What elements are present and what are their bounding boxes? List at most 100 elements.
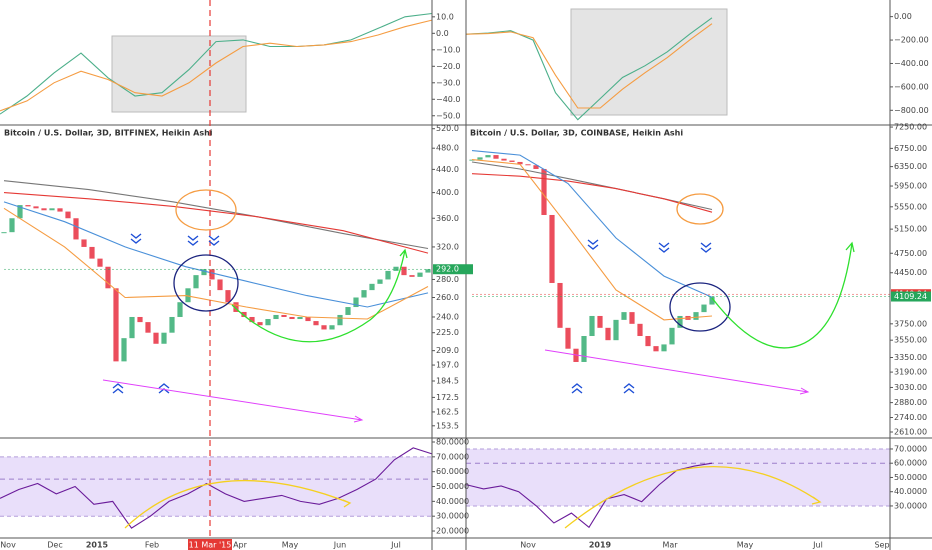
y-tick-label: 3550.00 bbox=[894, 336, 927, 345]
candle bbox=[361, 290, 367, 298]
candle bbox=[161, 332, 167, 344]
date-label: Nov bbox=[520, 541, 536, 550]
candle bbox=[709, 296, 715, 305]
indicator-line bbox=[471, 173, 713, 213]
candle bbox=[677, 315, 683, 328]
candle bbox=[661, 344, 667, 352]
candle bbox=[273, 314, 279, 320]
candle bbox=[637, 323, 643, 337]
y-tick-label: −600.00 bbox=[894, 82, 929, 91]
candle bbox=[321, 325, 327, 330]
rsi-band bbox=[466, 448, 890, 506]
y-tick-label: 172.5 bbox=[436, 393, 459, 402]
candle bbox=[493, 155, 499, 159]
y-tick-label: −10.0 bbox=[436, 45, 461, 54]
highlight-box bbox=[570, 8, 728, 116]
candle bbox=[669, 327, 675, 345]
indicator-line bbox=[3, 201, 429, 308]
projection-arrow bbox=[231, 248, 408, 343]
indicator-line bbox=[465, 23, 713, 109]
candle bbox=[137, 316, 143, 323]
candle bbox=[581, 336, 587, 362]
date-label: 2019 bbox=[589, 541, 612, 550]
candle bbox=[217, 279, 223, 291]
date-label: Jul bbox=[812, 541, 823, 550]
y-tick-label: 3350.00 bbox=[894, 353, 927, 362]
candle bbox=[33, 206, 39, 209]
y-tick-label: 50.0000 bbox=[436, 482, 469, 491]
candle bbox=[265, 319, 271, 326]
date-label: Sep bbox=[874, 541, 889, 550]
candle bbox=[1, 232, 7, 234]
y-tick-label: −50.0 bbox=[436, 111, 461, 120]
candle bbox=[525, 164, 531, 166]
y-tick-label: 4750.00 bbox=[894, 249, 927, 258]
candle bbox=[653, 346, 659, 352]
trend-arrow bbox=[102, 379, 364, 423]
candle bbox=[329, 325, 335, 330]
candle bbox=[17, 205, 23, 219]
candle bbox=[477, 157, 483, 160]
y-tick-label: 80.0000 bbox=[436, 438, 469, 447]
y-tick-label: 30.0000 bbox=[436, 512, 469, 521]
candle bbox=[533, 165, 539, 169]
y-tick-label: −400.00 bbox=[894, 59, 929, 68]
candle bbox=[145, 322, 151, 333]
y-tick-label: 0.0 bbox=[436, 29, 449, 38]
chevrons bbox=[112, 233, 712, 394]
candle bbox=[693, 312, 699, 320]
rsi-band bbox=[0, 456, 432, 517]
y-tick-label: 3750.00 bbox=[894, 319, 927, 328]
y-tick-label: 7250.00 bbox=[894, 123, 927, 132]
y-tick-label: 280.0 bbox=[436, 275, 459, 284]
date-label: May bbox=[282, 541, 299, 550]
y-tick-label: 40.0000 bbox=[436, 497, 469, 506]
y-tick-label: −800.00 bbox=[894, 106, 929, 115]
date-label: Dec bbox=[47, 541, 62, 550]
candle bbox=[281, 314, 287, 317]
y-tick-label: 60.0000 bbox=[894, 459, 927, 468]
candle bbox=[105, 266, 111, 289]
date-marker bbox=[188, 539, 232, 550]
candle bbox=[257, 322, 263, 326]
candle bbox=[605, 327, 611, 341]
candle bbox=[313, 321, 319, 326]
candle bbox=[201, 269, 207, 276]
y-tick-label: 2880.00 bbox=[894, 398, 927, 407]
y-tick-label: 197.0 bbox=[436, 361, 459, 370]
y-tick-label: 3030.00 bbox=[894, 383, 927, 392]
y-tick-label: 70.0000 bbox=[894, 444, 927, 453]
candle bbox=[129, 316, 135, 339]
circle-annotation bbox=[175, 189, 237, 231]
candle bbox=[517, 161, 523, 165]
candle bbox=[297, 316, 303, 320]
y-tick-label: 225.0 bbox=[436, 328, 459, 337]
y-tick-label: 50.0000 bbox=[894, 473, 927, 482]
indicator-line bbox=[471, 159, 713, 321]
candle bbox=[337, 314, 343, 326]
y-tick-label: 2740.00 bbox=[894, 413, 927, 422]
candle bbox=[249, 316, 255, 323]
indicator-line bbox=[0, 12, 433, 115]
candle bbox=[501, 158, 507, 161]
y-tick-label: 209.0 bbox=[436, 346, 459, 355]
y-tick-label: 20.0000 bbox=[436, 527, 469, 536]
y-tick-label: −30.0 bbox=[436, 78, 461, 87]
circle-annotation bbox=[676, 193, 724, 225]
candle bbox=[629, 312, 635, 324]
candle bbox=[89, 246, 95, 259]
y-tick-label: 40.0000 bbox=[894, 487, 927, 496]
candle bbox=[97, 258, 103, 267]
candle bbox=[549, 214, 555, 283]
y-tick-label: −20.0 bbox=[436, 62, 461, 71]
y-tick-label: 162.5 bbox=[436, 407, 459, 416]
y-tick-label: 240.0 bbox=[436, 312, 459, 321]
indicator-line bbox=[471, 150, 713, 298]
candle bbox=[185, 288, 191, 303]
y-tick-label: 30.0000 bbox=[894, 501, 927, 510]
candle bbox=[233, 302, 239, 312]
y-tick-label: 70.0000 bbox=[436, 452, 469, 461]
candle bbox=[353, 297, 359, 308]
date-label: Feb bbox=[145, 541, 159, 550]
candle bbox=[73, 218, 79, 240]
